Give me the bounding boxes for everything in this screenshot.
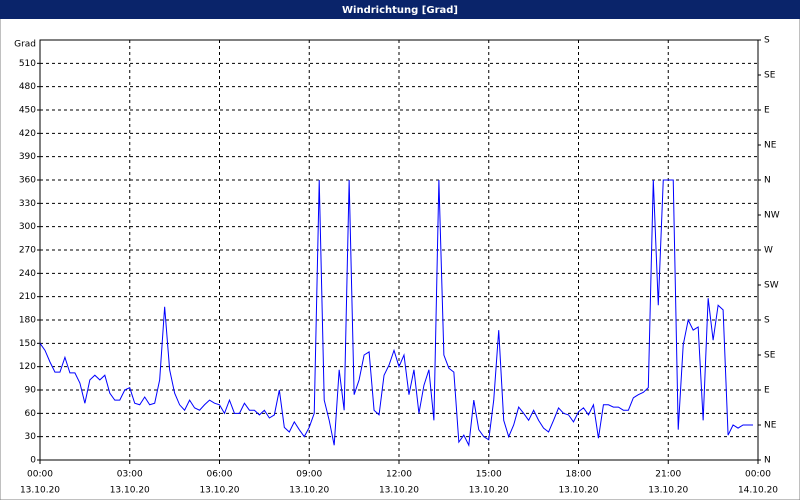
- y-tick-label: 240: [19, 269, 36, 279]
- plot-frame: [39, 39, 759, 461]
- y2-tick-label: S: [764, 36, 770, 46]
- y-tick-label: 480: [19, 82, 36, 92]
- x-tick-label: 00:00: [27, 470, 53, 480]
- y2-tick-label: E: [764, 106, 770, 116]
- y-tick-label: 180: [19, 316, 36, 326]
- x-tick-label: 12:00: [386, 470, 412, 480]
- y-tick-label: 270: [19, 246, 36, 256]
- x-tick-label: 15:00: [476, 470, 502, 480]
- y-tick-label: 360: [19, 176, 36, 186]
- x-tick-date: 13.10.20: [379, 486, 419, 496]
- x-tick-date: 13.10.20: [648, 486, 688, 496]
- y-tick-label: 30: [25, 432, 37, 442]
- chart-title: Windrichtung [Grad]: [342, 5, 458, 16]
- y-tick-label: 60: [25, 409, 37, 419]
- x-tick-date: 14.10.20: [738, 486, 778, 496]
- y2-tick-label: NE: [764, 421, 777, 431]
- y-tick-label: 330: [19, 199, 36, 209]
- y2-tick-label: SW: [764, 281, 779, 291]
- x-tick-date: 13.10.20: [20, 486, 60, 496]
- y2-tick-label: N: [764, 176, 771, 186]
- x-tick-date: 13.10.20: [469, 486, 509, 496]
- y-tick-label: 210: [19, 292, 36, 302]
- x-tick-date: 13.10.20: [558, 486, 598, 496]
- y2-tick-label: S: [764, 316, 770, 326]
- y-axis-label: Grad: [14, 40, 36, 50]
- y-tick-label: 0: [30, 456, 36, 466]
- y-tick-label: 150: [19, 339, 36, 349]
- x-tick-label: 06:00: [207, 470, 233, 480]
- data-line: [39, 179, 754, 447]
- x-tick-label: 00:00: [745, 470, 771, 480]
- y2-tick-label: SE: [764, 71, 776, 81]
- y2-tick-label: NW: [764, 211, 780, 221]
- x-tick-label: 18:00: [566, 470, 592, 480]
- x-tick-label: 21:00: [655, 470, 681, 480]
- y-tick-label: 450: [19, 106, 36, 116]
- x-tick-date: 13.10.20: [289, 486, 329, 496]
- x-tick-date: 13.10.20: [199, 486, 239, 496]
- y2-tick-label: W: [764, 246, 773, 256]
- y-tick-label: 120: [19, 362, 36, 372]
- y2-tick-label: NE: [764, 141, 777, 151]
- x-tick-label: 09:00: [296, 470, 322, 480]
- y-tick-label: 390: [19, 152, 36, 162]
- y-tick-label: 300: [19, 222, 36, 232]
- y2-tick-label: E: [764, 386, 770, 396]
- title-bar: [0, 0, 800, 19]
- x-tick-label: 03:00: [117, 470, 143, 480]
- y-tick-label: 510: [19, 59, 36, 69]
- y-tick-label: 90: [25, 386, 37, 396]
- y2-tick-label: SE: [764, 351, 776, 361]
- x-tick-date: 13.10.20: [110, 486, 150, 496]
- y-tick-label: 420: [19, 129, 36, 139]
- y2-tick-label: N: [764, 456, 771, 466]
